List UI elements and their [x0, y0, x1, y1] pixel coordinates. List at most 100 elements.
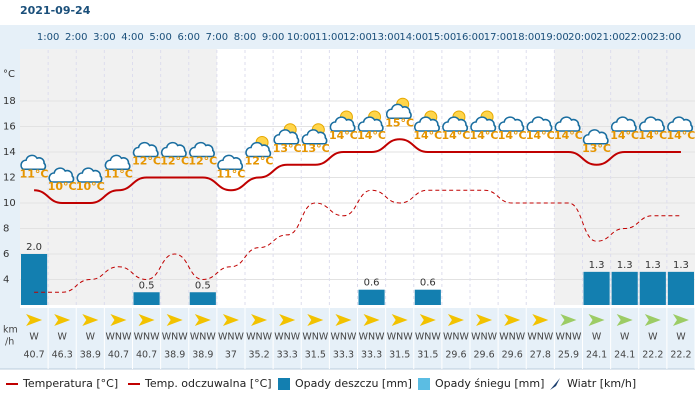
temp-label: 14°C: [357, 129, 386, 142]
precip-bar: [583, 271, 610, 305]
wind-arrow: [335, 314, 352, 326]
wind-direction: WNW: [415, 332, 441, 343]
x-tick-label: 13:00: [371, 32, 400, 43]
y-tick-label: 10: [3, 198, 16, 209]
cloud: [104, 154, 131, 171]
y-tick-label: 4: [3, 275, 9, 286]
wind-arrow: [363, 314, 380, 326]
wind-arrow: [672, 314, 689, 326]
cloud: [301, 129, 328, 145]
x-tick-label: 12:00: [343, 32, 372, 43]
wind-speed: 46.3: [52, 350, 73, 361]
cloud: [217, 154, 244, 171]
x-tick-label: 20:00: [568, 32, 597, 43]
temp-label: 14°C: [666, 129, 695, 142]
temp-label: 14°C: [329, 129, 358, 142]
bar-label: 0.5: [139, 280, 155, 291]
x-tick-label: 8:00: [234, 32, 256, 43]
wind-speed: 40.7: [136, 350, 157, 361]
wind-arrow: [166, 314, 183, 326]
wind-arrow: [419, 314, 436, 326]
wind-speed: 22.2: [642, 350, 663, 361]
wind-speed: 24.1: [586, 350, 607, 361]
wind-direction: WNW: [246, 332, 272, 343]
wind-arrow: [504, 314, 521, 326]
legend-label: Temperatura [°C]: [22, 377, 118, 390]
wind-arrow: [616, 314, 633, 326]
cloud: [470, 116, 497, 132]
wind-arrow: [54, 314, 71, 326]
wind-direction: WNW: [499, 332, 525, 343]
x-tick-label: 10:00: [287, 32, 316, 43]
wind-speed: 29.6: [445, 350, 466, 361]
wind-arrow: [560, 314, 577, 326]
wind-unit: /h: [5, 337, 14, 348]
y-axis-label: °C: [3, 69, 15, 80]
temp-label: 10°C: [76, 180, 105, 193]
y-tick-label: 18: [3, 96, 16, 107]
cloud: [76, 167, 103, 183]
legend-swatch: [418, 378, 430, 390]
legend-label: Opady deszczu [mm]: [295, 377, 412, 390]
wind-direction: WNW: [190, 332, 216, 343]
weather-icon: [526, 116, 553, 132]
wind-direction: WNW: [218, 332, 244, 343]
feels-like-line: [34, 189, 681, 293]
x-tick-label: 4:00: [121, 32, 143, 43]
wind-speed: 31.5: [305, 350, 326, 361]
wind-arrow: [391, 314, 408, 326]
wind-direction: WNW: [443, 332, 469, 343]
x-tick-label: 11:00: [315, 32, 344, 43]
wind-speed: 38.9: [80, 350, 101, 361]
precip-bar: [667, 271, 694, 305]
temp-label: 12°C: [132, 155, 161, 168]
bar-label: 2.0: [26, 242, 42, 253]
weather-icon: [639, 116, 665, 132]
temp-label: 14°C: [526, 129, 555, 142]
cloud: [132, 141, 159, 158]
precip-bar: [358, 289, 385, 305]
wind-speed: 38.9: [192, 350, 213, 361]
bar-label: 0.6: [420, 278, 436, 289]
bar-label: 1.3: [673, 260, 689, 271]
weather-icon: [301, 123, 328, 145]
legend-swatch: [550, 378, 560, 390]
weather-icon: [132, 141, 159, 158]
weather-icon: [498, 116, 525, 132]
legend-swatch: [278, 378, 290, 390]
weather-icon: [385, 97, 412, 120]
x-tick-label: 6:00: [178, 32, 200, 43]
x-tick-label: 5:00: [149, 32, 171, 43]
wind-arrow: [447, 314, 464, 326]
cloud: [160, 141, 187, 158]
wind-speed: 35.2: [248, 350, 269, 361]
x-tick-label: 9:00: [262, 32, 284, 43]
x-tick-label: 21:00: [596, 32, 625, 43]
temp-label: 13°C: [273, 142, 302, 155]
temp-label: 11°C: [104, 167, 133, 180]
weather-icon: [48, 167, 75, 183]
wind-speed: 24.1: [614, 350, 635, 361]
wind-direction: WNW: [134, 332, 160, 343]
x-tick-label: 14:00: [399, 32, 428, 43]
wind-direction: WNW: [527, 332, 553, 343]
wind-direction: W: [648, 332, 658, 343]
weather-icon: [160, 141, 187, 158]
temp-label: 14°C: [413, 129, 442, 142]
temperature-line: [33, 138, 681, 204]
legend-label: Wiatr [km/h]: [567, 377, 636, 390]
cloud: [667, 116, 694, 132]
precip-bar: [21, 254, 48, 305]
x-tick-label: 16:00: [456, 32, 485, 43]
cloud: [329, 116, 356, 132]
cloud: [414, 116, 440, 132]
wind-speed: 33.3: [277, 350, 298, 361]
weather-icon: [329, 110, 356, 132]
legend-label: Temp. odczuwalna [°C]: [144, 377, 272, 390]
wind-direction: WNW: [359, 332, 385, 343]
y-tick-label: 14: [3, 147, 16, 158]
x-tick-label: 7:00: [206, 32, 228, 43]
y-tick-label: 12: [3, 173, 16, 184]
temp-label: 12°C: [245, 155, 274, 168]
precip-bar: [611, 271, 638, 305]
